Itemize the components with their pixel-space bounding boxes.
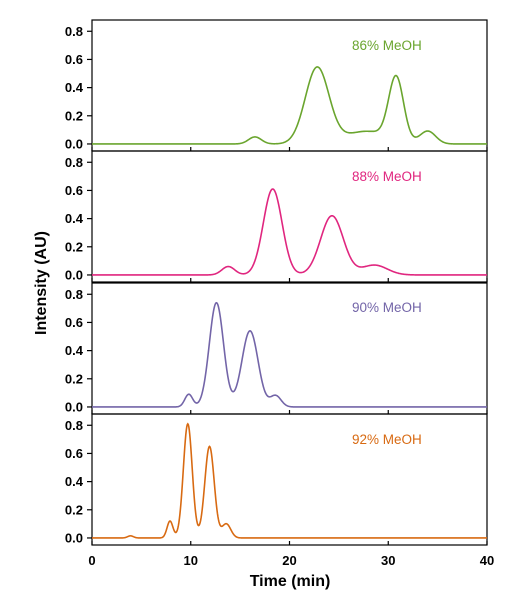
- y-tick-label: 0.8: [65, 287, 83, 302]
- y-tick-label: 0.6: [65, 315, 83, 330]
- y-tick-label: 0.8: [65, 418, 83, 433]
- y-tick-label: 0.0: [65, 399, 83, 414]
- series-label: 88% MeOH: [352, 169, 422, 184]
- panel-frame: [91, 413, 488, 546]
- panel-4: 0.0 0.2 0.4 0.6 0.8 92% MeOH: [65, 413, 488, 546]
- x-tick-label: 40: [480, 553, 494, 568]
- y-tick-label: 0.8: [65, 24, 83, 39]
- y-tick-label: 0.4: [65, 343, 84, 358]
- series-line: [92, 422, 487, 539]
- y-tick-label: 0.6: [65, 183, 83, 198]
- y-tick-label: 0.2: [65, 371, 83, 386]
- y-tick-label: 0.8: [65, 155, 83, 170]
- x-tick-label: 10: [184, 553, 198, 568]
- x-tick-label: 20: [282, 553, 296, 568]
- x-tick-label: 0: [88, 553, 95, 568]
- y-tick-label: 0.4: [65, 211, 84, 226]
- panels-layer: 0.0 0.2 0.4 0.6 0.8 86% MeOH 0.0 0.2 0.4 0.6 0.8 88…: [65, 19, 488, 546]
- y-tick-label: 0.2: [65, 239, 83, 254]
- y-tick-label: 0.4: [65, 474, 84, 489]
- series-line: [92, 188, 487, 276]
- y-tick-label: 0.6: [65, 52, 83, 67]
- series-line: [92, 66, 487, 145]
- y-tick-label: 0.6: [65, 446, 83, 461]
- y-tick-label: 0.0: [65, 136, 83, 151]
- panel-frame: [91, 282, 488, 415]
- y-tick-label: 0.0: [65, 267, 83, 282]
- y-tick-label: 0.4: [65, 80, 84, 95]
- panel-1: 0.0 0.2 0.4 0.6 0.8 86% MeOH: [65, 19, 488, 152]
- series-line: [92, 301, 487, 408]
- series-label: 86% MeOH: [352, 38, 422, 53]
- y-tick-label: 0.2: [65, 108, 83, 123]
- y-axis-title: Intensity (AU): [33, 231, 50, 335]
- panel-2: 0.0 0.2 0.4 0.6 0.8 88% MeOH: [65, 150, 488, 283]
- x-axis-title: Time (min): [250, 573, 331, 590]
- y-tick-label: 0.2: [65, 502, 83, 517]
- panel-3: 0.0 0.2 0.4 0.6 0.8 90% MeOH: [65, 282, 488, 415]
- y-tick-label: 0.0: [65, 530, 83, 545]
- x-axis: 0 10 20 30 40: [88, 553, 494, 568]
- series-label: 92% MeOH: [352, 432, 422, 447]
- panel-frame: [91, 150, 488, 283]
- x-tick-label: 30: [381, 553, 395, 568]
- series-label: 90% MeOH: [352, 300, 422, 315]
